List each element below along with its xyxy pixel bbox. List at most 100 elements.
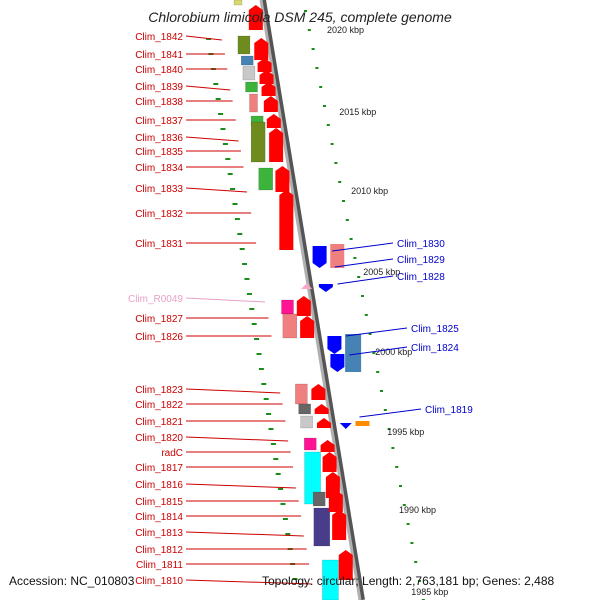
gene-label-left[interactable]: Clim_1832: [135, 209, 183, 220]
gene-label-left[interactable]: Clim_1822: [135, 400, 183, 411]
scale-tick: [402, 504, 406, 506]
label-leader-line: [185, 187, 248, 193]
gene-feature-block: [300, 415, 313, 429]
genome-summary-text: Topology: circular; Length: 2,763,181 bp…: [262, 574, 555, 588]
gene-label-left[interactable]: Clim_1827: [135, 314, 183, 325]
scale-tick: [383, 409, 387, 411]
gene-label-left[interactable]: Clim_1833: [135, 184, 183, 195]
scale-tick: [315, 67, 319, 69]
gene-label-right[interactable]: Clim_1829: [397, 255, 445, 266]
gene-label-left[interactable]: Clim_1823: [135, 385, 183, 396]
gene-feature-block: [330, 244, 345, 268]
forward-gene-arrow: [263, 96, 278, 112]
scale-label: 1995 kbp: [387, 427, 424, 437]
gene-label-left[interactable]: Clim_1841: [135, 50, 183, 61]
gene-label-left[interactable]: Clim_1814: [135, 512, 183, 523]
gene-label-left[interactable]: Clim_1820: [135, 433, 183, 444]
gene-label-left[interactable]: Clim_R0049: [128, 294, 183, 305]
gene-tick: [280, 503, 286, 505]
label-leader-line: [349, 346, 408, 356]
gene-tick: [278, 488, 284, 490]
gene-label-left[interactable]: Clim_1837: [135, 116, 183, 127]
gene-label-left[interactable]: Clim_1838: [135, 97, 183, 108]
gene-label-left[interactable]: Clim_1811: [136, 560, 183, 571]
genome-backbone: [260, 0, 365, 601]
gene-label-left[interactable]: Clim_1817: [135, 463, 183, 474]
scale-tick: [345, 219, 349, 221]
gene-tick: [285, 533, 291, 535]
rna-gene-marker: [301, 283, 313, 289]
gene-tick: [256, 353, 262, 355]
gene-label-right[interactable]: Clim_1819: [425, 405, 473, 416]
map-title: Chlorobium limicola DSM 245, complete ge…: [148, 9, 452, 25]
scale-tick: [342, 200, 345, 202]
gene-label-left[interactable]: Clim_1831: [135, 239, 183, 250]
gene-label-left[interactable]: Clim_1812: [135, 545, 183, 556]
genome-backbone-highlight: [259, 0, 362, 601]
forward-gene-arrow: [328, 490, 343, 512]
gene-feature-block: [240, 55, 254, 66]
gene-tick: [251, 323, 257, 325]
gene-label-left[interactable]: Clim_1836: [135, 133, 183, 144]
label-leader-line: [185, 483, 296, 489]
gene-tick: [266, 413, 272, 415]
gene-feature-block: [298, 403, 311, 415]
gene-label-left[interactable]: Clim_1842: [135, 32, 183, 43]
forward-gene-arrow: [300, 316, 315, 338]
label-leader-line: [185, 579, 312, 585]
gene-label-left[interactable]: Clim_1816: [135, 480, 183, 491]
label-leader-line: [185, 136, 239, 142]
forward-gene-arrow: [259, 70, 274, 84]
forward-gene-arrow: [248, 5, 263, 30]
scale-tick: [323, 105, 326, 107]
forward-gene-arrow: [257, 58, 272, 72]
gene-label-left[interactable]: Clim_1810: [135, 576, 183, 587]
gene-tick: [254, 338, 260, 340]
gene-feature-block: [312, 491, 326, 507]
gene-label-right[interactable]: Clim_1824: [411, 343, 459, 354]
label-leader-line: [359, 408, 422, 418]
gene-tick: [282, 518, 288, 520]
gene-label-right[interactable]: Clim_1828: [397, 272, 445, 283]
gene-tick: [249, 308, 255, 310]
scale-tick: [353, 257, 357, 259]
gene-label-left[interactable]: Clim_1840: [135, 65, 183, 76]
gene-label-right[interactable]: Clim_1825: [411, 324, 459, 335]
gene-tick: [268, 428, 274, 430]
label-leader-line: [185, 436, 289, 442]
gene-tick: [237, 233, 243, 235]
gene-tick: [213, 83, 219, 85]
gene-tick: [232, 203, 238, 205]
label-leader-line: [185, 388, 281, 394]
label-leader-line: [185, 531, 304, 537]
gene-label-left[interactable]: Clim_1839: [135, 82, 183, 93]
forward-gene-arrow: [332, 510, 347, 540]
scale-tick: [399, 485, 402, 487]
gene-label-left[interactable]: Clim_1815: [135, 497, 183, 508]
forward-gene-arrow: [279, 190, 294, 250]
forward-gene-arrow: [296, 296, 311, 316]
gene-label-right[interactable]: Clim_1830: [397, 239, 445, 250]
scale-tick: [326, 124, 330, 126]
gene-label-left[interactable]: Clim_1834: [135, 163, 183, 174]
reverse-gene-arrow: [339, 423, 352, 429]
gene-feature-block: [245, 81, 258, 93]
label-leader-line: [346, 327, 408, 337]
gene-label-left[interactable]: Clim_1826: [135, 332, 183, 343]
gene-feature-block: [250, 121, 266, 163]
gene-tick: [222, 143, 228, 145]
forward-gene-arrow: [261, 82, 276, 96]
scale-tick: [395, 466, 399, 468]
label-leader-line: [185, 35, 222, 41]
gene-label-left[interactable]: Clim_1821: [135, 417, 183, 428]
gene-tick: [225, 158, 231, 160]
scale-tick: [372, 352, 376, 354]
gene-tick: [258, 368, 264, 370]
gene-label-left[interactable]: Clim_1835: [135, 147, 183, 158]
gene-label-left[interactable]: Clim_1813: [135, 528, 183, 539]
gene-tick: [270, 443, 276, 445]
scale-tick: [334, 162, 338, 164]
reverse-gene-arrow: [318, 284, 333, 292]
gene-label-left[interactable]: radC: [161, 448, 183, 459]
forward-gene-arrow: [338, 550, 353, 580]
